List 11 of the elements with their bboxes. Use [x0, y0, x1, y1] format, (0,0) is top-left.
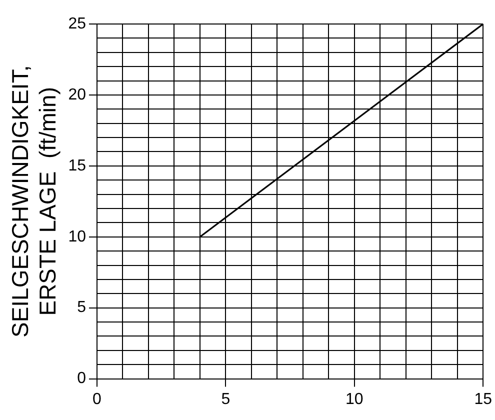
y-tick-label: 20	[68, 86, 86, 104]
x-tick-label: 10	[346, 390, 364, 408]
y-tick-label: 0	[77, 370, 86, 388]
y-tick-label: 5	[77, 299, 86, 316]
y-axis-title: SEILGESCHWINDIGKEIT, ERSTE LAGE (ft/min)	[7, 65, 61, 338]
y-tick-label: 15	[68, 157, 86, 174]
x-tick-label: 15	[474, 390, 492, 408]
x-tick-label: 5	[221, 390, 230, 408]
y-tick-label: 10	[68, 228, 86, 246]
y-tick-label: 25	[68, 15, 86, 32]
x-tick-label: 0	[92, 390, 102, 408]
